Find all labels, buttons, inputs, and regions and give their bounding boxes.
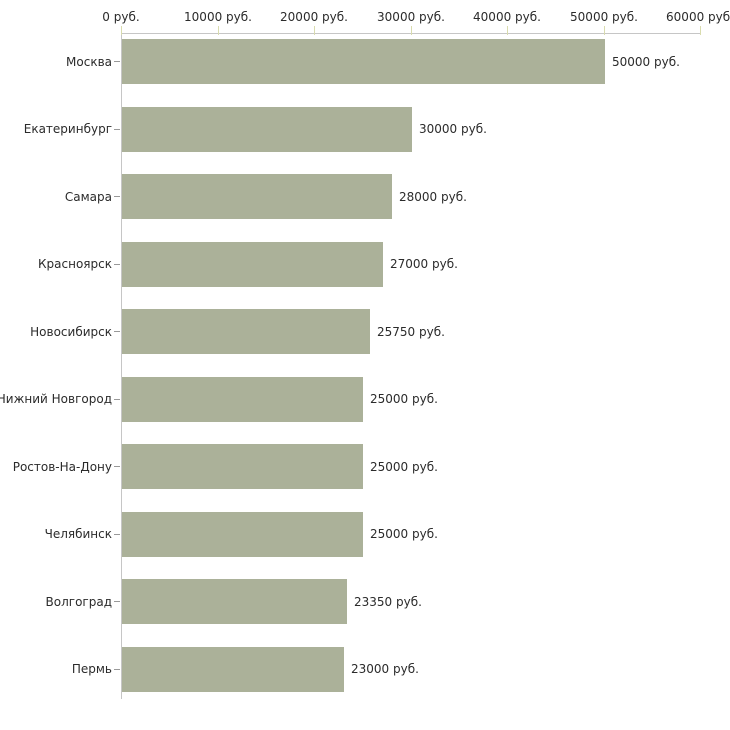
value-label: 28000 руб. [399,189,467,204]
category-label: Москва [66,54,112,69]
bar-row: Новосибирск 25750 руб. [0,309,730,354]
value-label: 23350 руб. [354,594,422,609]
x-axis-tick-label: 30000 руб. [377,10,445,24]
x-axis-tick-label: 0 руб. [102,10,140,24]
category-tick [114,331,120,332]
bar [122,309,370,354]
x-axis-tick [700,26,701,35]
bar-row: Пермь 23000 руб. [0,646,730,692]
bar-row: Волгоград 23350 руб. [0,579,730,624]
bar-row: Красноярск 27000 руб. [0,241,730,287]
x-axis-tick [314,26,315,35]
bar-row: Екатеринбург 30000 руб. [0,106,730,152]
x-axis-tick [604,26,605,35]
category-tick [114,128,120,130]
category-tick [114,196,120,197]
category-label: Ростов-На-Дону [12,459,112,474]
bar [122,376,363,422]
category-label: Самара [64,189,112,204]
x-axis-tick [507,26,508,35]
bar [122,579,347,624]
bar [122,39,605,84]
bar-row: Челябинск 25000 руб. [0,511,730,557]
category-label: Красноярск [38,257,112,271]
x-axis-tick [218,26,219,35]
x-axis-tick-label: 10000 руб. [184,10,252,24]
x-axis-tick [121,26,122,35]
category-label: Нижний Новгород [0,392,112,406]
x-axis-tick [411,26,412,35]
category-tick [114,61,120,62]
value-label: 25000 руб. [370,527,438,541]
bar [122,106,412,152]
bar [122,511,363,557]
category-tick [114,398,120,400]
category-label: Пермь [71,662,112,676]
category-tick [114,601,120,602]
category-tick [114,263,120,265]
value-label: 25000 руб. [370,459,438,474]
category-label: Новосибирск [30,324,112,339]
bar-row: Самара 28000 руб. [0,174,730,219]
category-label: Волгоград [45,594,112,609]
category-tick [114,533,120,535]
bar [122,174,392,219]
value-label: 30000 руб. [419,122,487,136]
value-label: 25750 руб. [377,324,445,339]
bar [122,444,363,489]
x-axis-tick-label: 20000 руб. [280,10,348,24]
bar-row: Нижний Новгород 25000 руб. [0,376,730,422]
category-tick [114,466,120,467]
x-axis-tick-label: 40000 руб. [473,10,541,24]
bar [122,241,383,287]
value-label: 25000 руб. [370,392,438,406]
y-axis-line [121,33,122,699]
category-label: Екатеринбург [23,122,112,136]
bar [122,646,344,692]
category-label: Челябинск [44,527,112,541]
bar-row: Москва 50000 руб. [0,39,730,84]
value-label: 23000 руб. [351,662,419,676]
x-axis-tick-label: 50000 руб. [570,10,638,24]
category-tick [114,668,120,670]
x-axis-tick-label: 60000 руб. [666,10,730,24]
value-label: 50000 руб. [612,54,680,69]
value-label: 27000 руб. [390,257,458,271]
bar-row: Ростов-На-Дону 25000 руб. [0,444,730,489]
